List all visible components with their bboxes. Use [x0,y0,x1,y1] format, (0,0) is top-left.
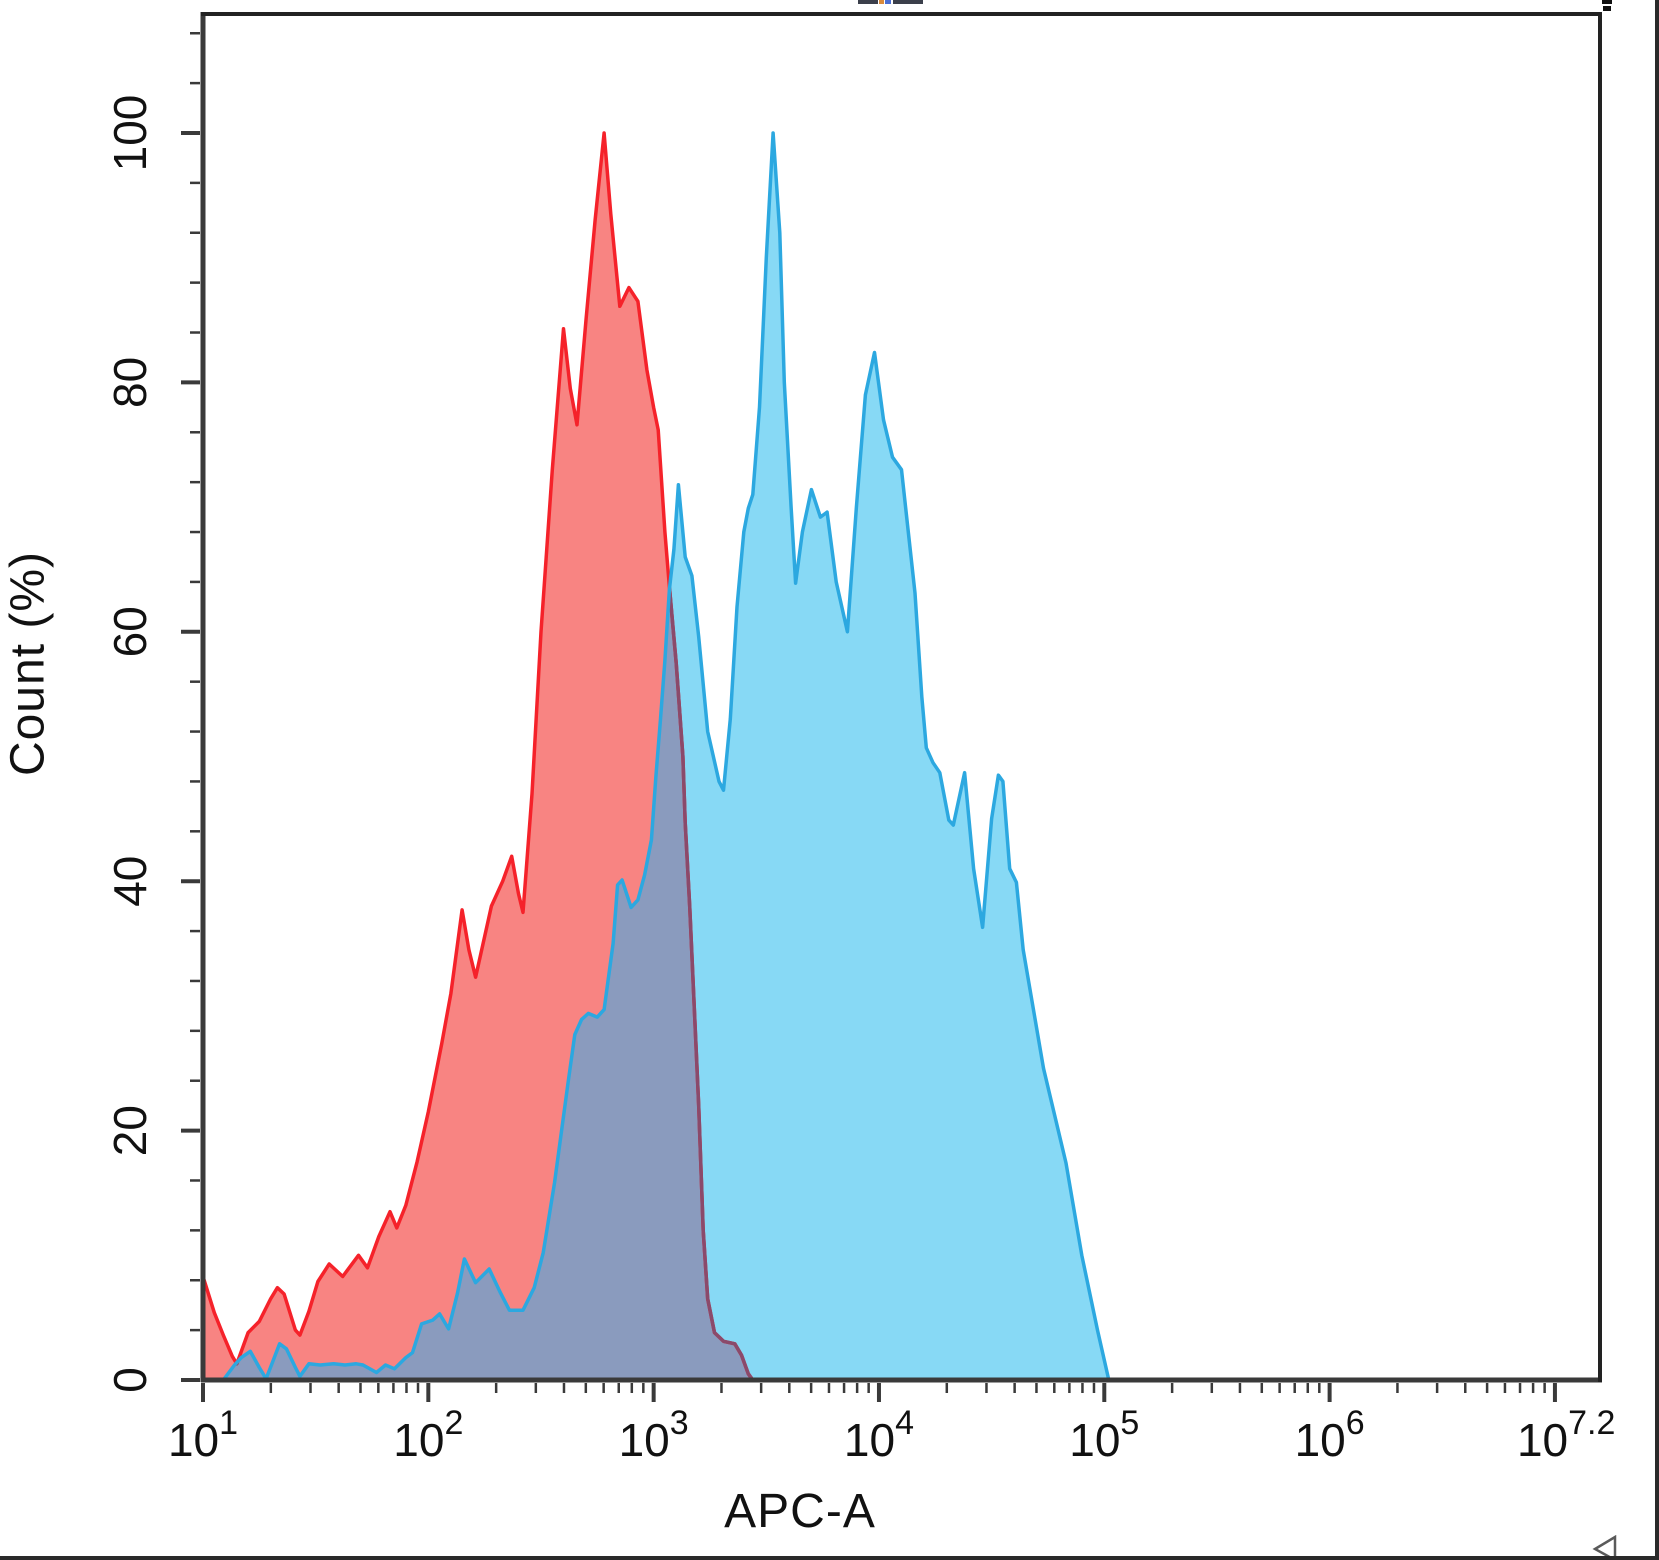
y-tick-label: 100 [104,95,156,172]
cropped-title-fragment [858,0,878,4]
window-edge [0,1556,1659,1560]
y-tick-label: 20 [104,1105,156,1156]
x-tick-label: 104 [844,1404,914,1466]
y-tick-label: 60 [104,606,156,657]
x-tick-label: 107.2 [1517,1404,1615,1466]
x-ticks [201,1383,1557,1402]
cropped-corner-mark [1603,6,1611,11]
y-ticks [181,31,200,1382]
x-tick-label: 101 [168,1404,238,1466]
window-edge [1655,0,1659,1560]
x-tick-label: 103 [619,1404,689,1466]
y-axis-title: Count (%) [1,550,55,777]
y-tick-label: 80 [104,357,156,408]
x-tick-label: 106 [1295,1404,1365,1466]
x-tick-label: 105 [1069,1404,1139,1466]
scroll-arrow-icon[interactable] [1591,1535,1619,1560]
x-tick-label: 102 [393,1404,463,1466]
y-tick-label: 0 [104,1367,156,1393]
cropped-title-fragment [879,0,884,4]
y-tick-label: 40 [104,856,156,907]
cropped-corner-mark [1602,0,1612,4]
x-axis-title: APC-A [724,1485,876,1538]
cropped-title-fragment [885,0,891,4]
blue-curve [221,131,1111,1382]
cropped-title-fragment [893,0,923,4]
